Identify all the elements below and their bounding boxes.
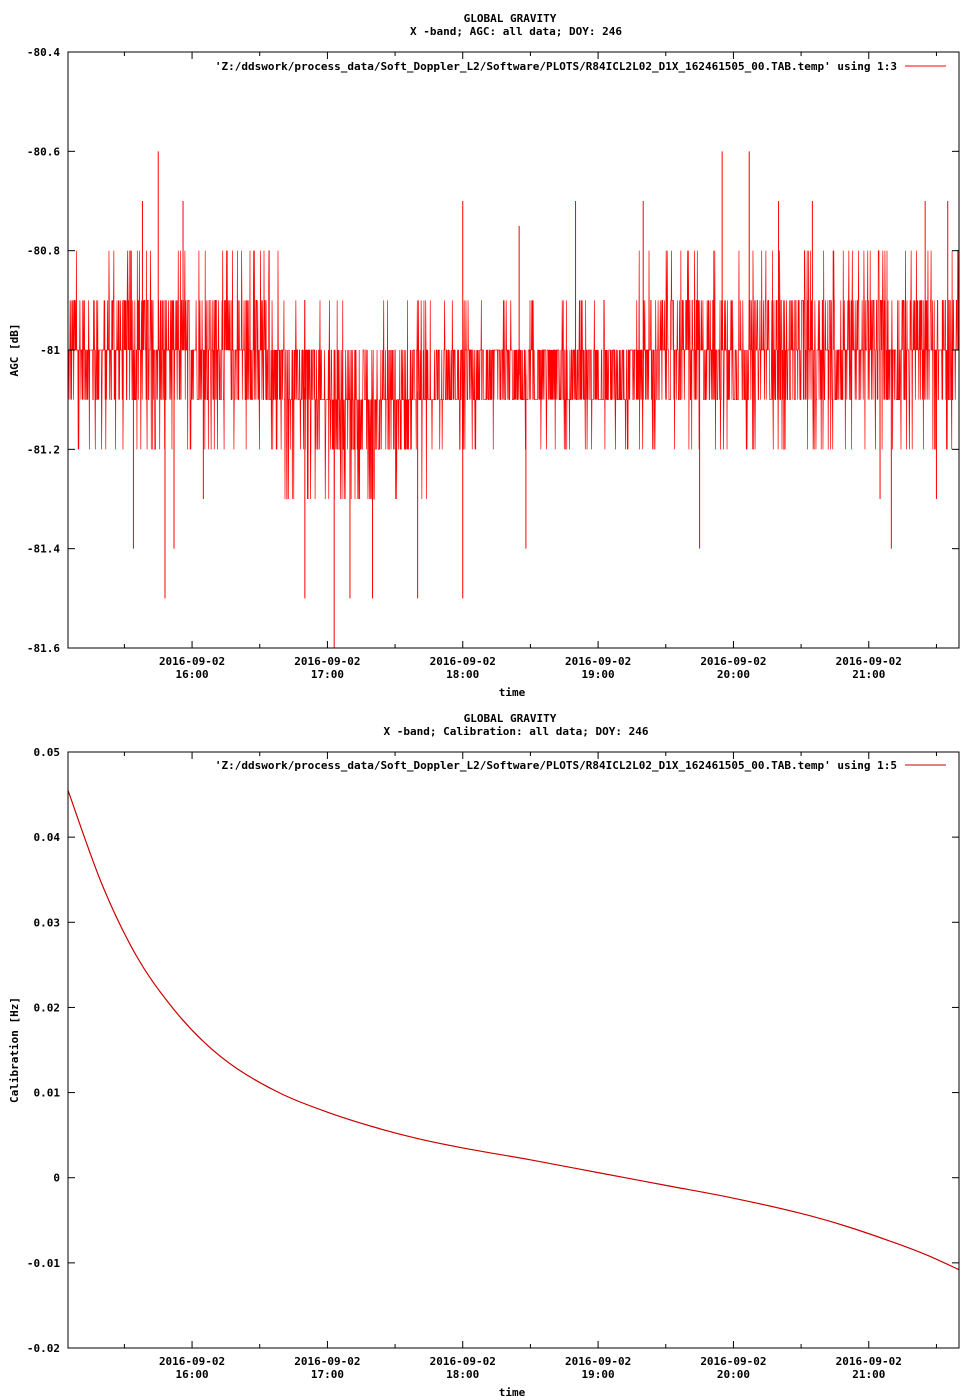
x-tick-label-time: 20:00	[717, 1368, 750, 1381]
calibration-chart: GLOBAL GRAVITY X -band; Calibration: all…	[8, 712, 960, 1399]
agc-legend: 'Z:/ddswork/process_data/Soft_Doppler_L2…	[215, 60, 946, 73]
agc-chart-title: GLOBAL GRAVITY	[464, 12, 557, 25]
y-tick-label: 0	[53, 1172, 60, 1185]
x-tick-label-date: 2016-09-02	[700, 655, 766, 668]
y-tick-label: -80.8	[27, 245, 60, 258]
y-tick-label: -81.4	[27, 543, 60, 556]
cal-y-axis-label: Calibration [Hz]	[8, 997, 21, 1103]
x-tick-label-time: 20:00	[717, 668, 750, 681]
x-tick-label-date: 2016-09-02	[430, 655, 496, 668]
x-tick-label-time: 21:00	[852, 1368, 885, 1381]
y-tick-label: 0.01	[34, 1087, 61, 1100]
x-tick-label-date: 2016-09-02	[565, 1355, 631, 1368]
agc-series-line	[68, 250, 959, 500]
x-tick-label-date: 2016-09-02	[159, 1355, 225, 1368]
agc-axes: -80.4 -80.6 -80.8 -81 -81.2 -81.4 -81.6 2016-09…	[27, 46, 959, 681]
cal-legend-label: 'Z:/ddswork/process_data/Soft_Doppler_L2…	[215, 759, 897, 772]
x-tick-label-date: 2016-09-02	[700, 1355, 766, 1368]
agc-series-group	[68, 151, 959, 648]
y-tick-label: 0.05	[34, 746, 61, 759]
y-tick-label: -81.6	[27, 642, 60, 655]
agc-legend-label: 'Z:/ddswork/process_data/Soft_Doppler_L2…	[215, 60, 897, 73]
x-tick-label-date: 2016-09-02	[159, 655, 225, 668]
cal-series-group	[67, 790, 960, 1271]
calibration-series-line	[67, 790, 960, 1271]
y-tick-label: -80.6	[27, 145, 60, 158]
x-tick-label-time: 18:00	[446, 668, 479, 681]
x-tick-label-time: 16:00	[176, 1368, 209, 1381]
x-tick-label-time: 21:00	[852, 668, 885, 681]
y-tick-label: -0.02	[27, 1342, 60, 1355]
x-tick-label-time: 19:00	[582, 668, 615, 681]
agc-chart-subtitle: X -band; AGC: all data; DOY: 246	[410, 25, 622, 38]
y-tick-label: -81.2	[27, 443, 60, 456]
cal-axes: 0.05 0.04 0.03 0.02 0.01 0 -0.01 -0.02 2016-09-0…	[27, 746, 959, 1381]
cal-legend: 'Z:/ddswork/process_data/Soft_Doppler_L2…	[215, 759, 946, 772]
y-tick-label: -80.4	[27, 46, 60, 59]
y-tick-label: 0.03	[34, 916, 61, 929]
y-tick-label: -0.01	[27, 1257, 60, 1270]
x-tick-label-time: 17:00	[311, 1368, 344, 1381]
y-tick-label: 0.02	[34, 1001, 61, 1014]
y-tick-label: -81	[40, 344, 60, 357]
x-tick-label-date: 2016-09-02	[430, 1355, 496, 1368]
x-tick-label-date: 2016-09-02	[836, 1355, 902, 1368]
agc-chart: GLOBAL GRAVITY X -band; AGC: all data; D…	[8, 12, 960, 699]
x-tick-label-time: 18:00	[446, 1368, 479, 1381]
x-tick-label-date: 2016-09-02	[294, 1355, 360, 1368]
cal-x-axis-label: time	[499, 1386, 526, 1399]
cal-chart-subtitle: X -band; Calibration: all data; DOY: 246	[384, 725, 649, 738]
x-tick-label-time: 16:00	[176, 668, 209, 681]
x-tick-label-time: 17:00	[311, 668, 344, 681]
x-tick-label-time: 19:00	[582, 1368, 615, 1381]
agc-y-axis-label: AGC [dB]	[8, 324, 21, 377]
y-tick-label: 0.04	[34, 831, 61, 844]
x-tick-label-date: 2016-09-02	[294, 655, 360, 668]
cal-chart-title: GLOBAL GRAVITY	[464, 712, 557, 725]
cal-plot-frame	[67, 751, 960, 1349]
x-tick-label-date: 2016-09-02	[836, 655, 902, 668]
x-tick-label-date: 2016-09-02	[565, 655, 631, 668]
agc-x-axis-label: time	[499, 686, 526, 699]
